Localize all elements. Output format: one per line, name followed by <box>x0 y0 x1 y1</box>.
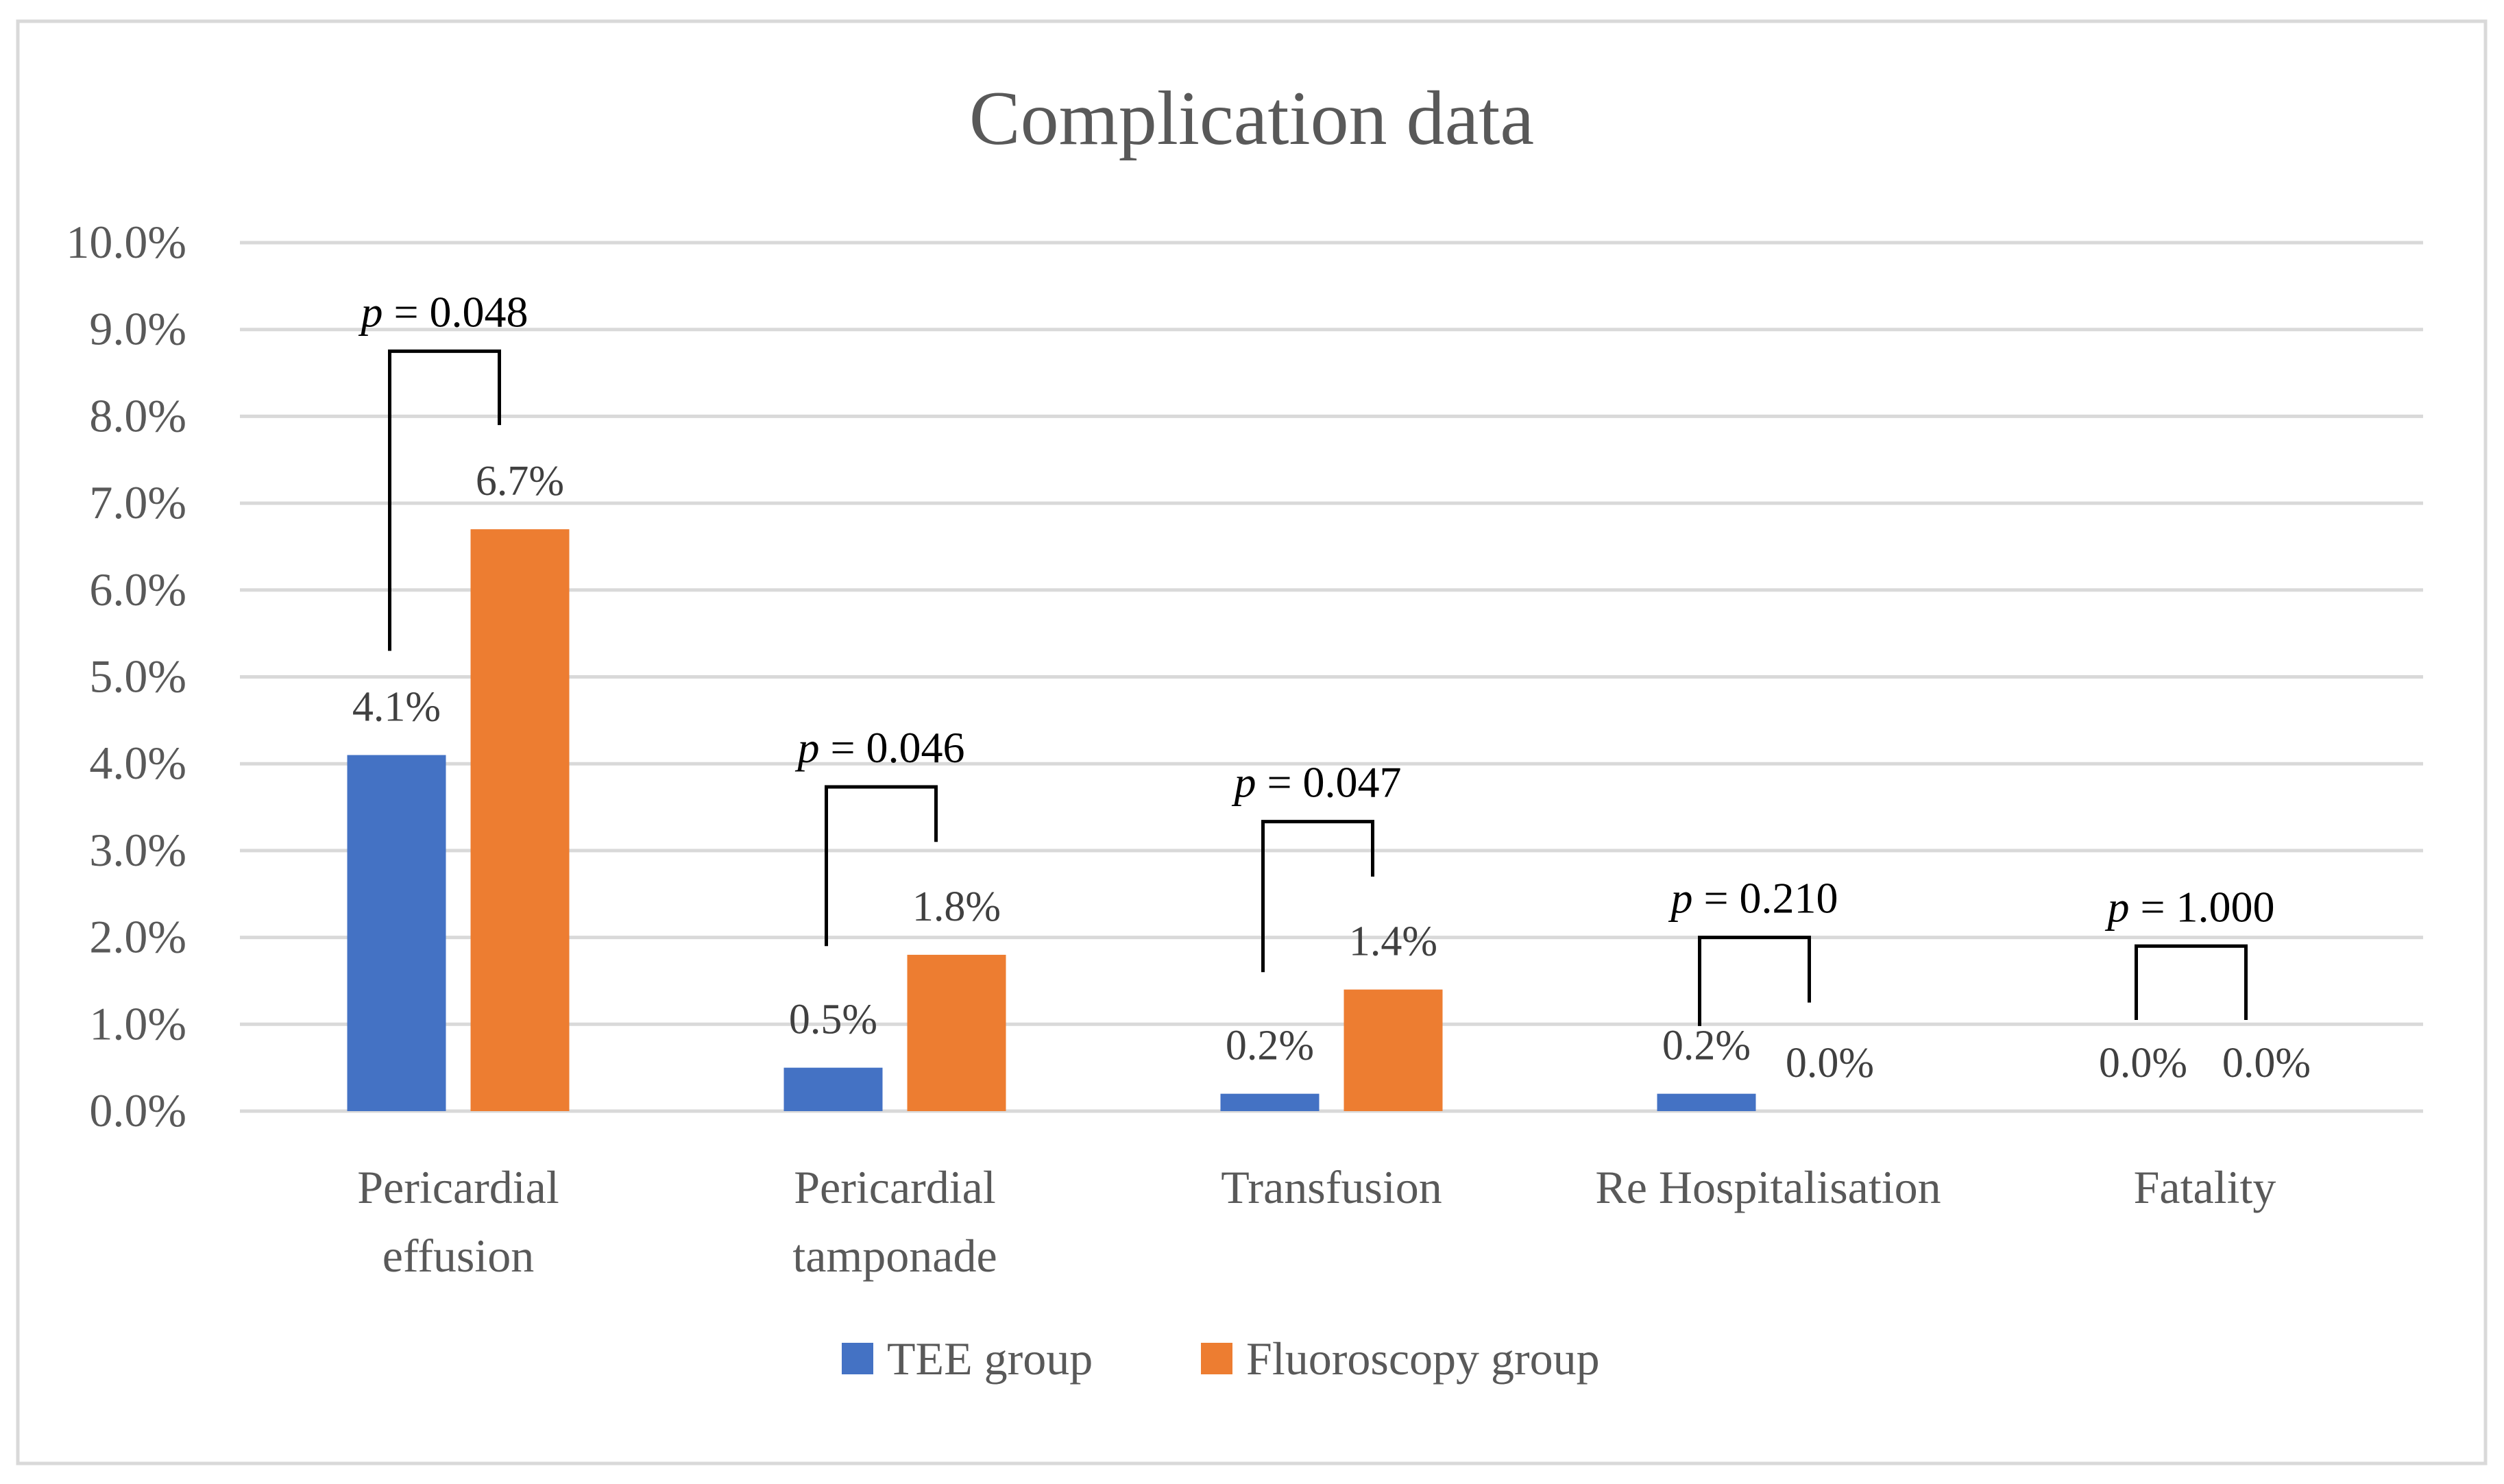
y-tick-label: 10.0% <box>66 216 186 268</box>
x-category-label-line: effusion <box>382 1230 535 1282</box>
legend-swatch <box>1201 1343 1232 1374</box>
legend: TEE group Fluoroscopy group <box>842 1333 1600 1385</box>
data-label: 1.8% <box>912 884 1001 930</box>
x-category-label: Re Hospitalisation <box>1595 1161 1941 1213</box>
chart-title: Complication data <box>969 76 1534 161</box>
data-label: 6.7% <box>476 458 564 504</box>
y-tick-label: 2.0% <box>89 911 186 963</box>
significance-bracket <box>2135 944 2248 1020</box>
x-category-label: Fatality <box>2134 1161 2276 1213</box>
p-value: = 0.048 <box>382 287 528 336</box>
bar-fluoroscopy-group <box>907 954 1006 1111</box>
x-category-label-line: tamponade <box>792 1230 997 1282</box>
data-label: 0.0% <box>2099 1040 2187 1086</box>
p-value-annotation: p = 1.000 <box>2104 882 2274 931</box>
p-symbol: p <box>358 287 382 336</box>
data-label: 0.2% <box>1226 1023 1314 1069</box>
y-tick-label: 1.0% <box>89 997 186 1049</box>
x-category-label-line: Re Hospitalisation <box>1595 1161 1941 1213</box>
legend-swatch <box>842 1343 873 1374</box>
chart-frame <box>16 19 2488 1465</box>
significance-bracket <box>825 785 938 947</box>
bar-tee-group <box>1657 1093 1756 1111</box>
bar-tee-group <box>1220 1093 1320 1111</box>
bar-tee-group <box>783 1067 883 1111</box>
legend-label: TEE group <box>887 1333 1093 1385</box>
data-label: 4.1% <box>352 684 441 731</box>
data-label: 0.5% <box>789 997 877 1043</box>
y-tick-label: 0.0% <box>89 1084 186 1136</box>
bar-tee-group <box>347 755 446 1111</box>
bars <box>347 529 1756 1111</box>
significance-bracket <box>388 349 501 651</box>
x-category-label: Pericardial tamponade <box>792 1161 997 1282</box>
data-label: 1.4% <box>1349 919 1437 965</box>
x-category-label-line: Transfusion <box>1221 1161 1442 1213</box>
p-value: = 1.000 <box>2129 882 2274 931</box>
x-axis: Pericardial effusion Pericardial tamponade T… <box>357 1161 2276 1282</box>
data-label: 0.0% <box>2222 1040 2311 1086</box>
data-labels: 4.1% 6.7% 0.5% 1.8% 0.2% 1.4% 0.2% 0.0% 0.0% 0.0% <box>352 458 2311 1086</box>
y-tick-label: 9.0% <box>89 303 186 355</box>
p-symbol: p <box>1668 874 1692 923</box>
significance-bracket <box>1698 936 1811 1026</box>
y-tick-label: 7.0% <box>89 476 186 528</box>
gridlines <box>240 241 2423 1113</box>
x-category-label-line: Fatality <box>2134 1161 2276 1213</box>
bar-fluoroscopy-group <box>470 529 570 1111</box>
y-tick-label: 3.0% <box>89 824 186 876</box>
y-tick-label: 8.0% <box>89 389 186 441</box>
y-axis: 0.0% 1.0% 2.0% 3.0% 4.0% 5.0% 6.0% 7.0% 8.0% 9.0%… <box>66 216 186 1136</box>
p-symbol: p <box>2104 882 2129 931</box>
y-tick-label: 4.0% <box>89 737 186 789</box>
significance-bracket <box>1261 820 1374 973</box>
x-category-label: Transfusion <box>1221 1161 1442 1213</box>
y-tick-label: 5.0% <box>89 650 186 703</box>
data-label: 0.2% <box>1662 1023 1751 1069</box>
p-value-annotation: p = 0.048 <box>358 287 528 336</box>
x-category-label-line: Pericardial <box>357 1161 559 1213</box>
bar-fluoroscopy-group <box>1344 989 1443 1111</box>
y-tick-label: 6.0% <box>89 563 186 616</box>
data-label: 0.0% <box>1786 1040 1874 1086</box>
p-value-annotation: p = 0.047 <box>1231 758 1401 807</box>
x-category-label: Pericardial effusion <box>357 1161 559 1282</box>
p-value: = 0.047 <box>1256 758 1401 807</box>
p-value: = 0.046 <box>819 723 964 772</box>
p-value: = 0.210 <box>1692 874 1838 923</box>
legend-label: Fluoroscopy group <box>1246 1333 1600 1385</box>
p-symbol: p <box>1231 758 1256 807</box>
x-category-label-line: Pericardial <box>794 1161 996 1213</box>
p-symbol: p <box>794 723 819 772</box>
p-value-annotation: p = 0.046 <box>794 723 964 772</box>
p-value-annotation: p = 0.210 <box>1668 874 1838 923</box>
